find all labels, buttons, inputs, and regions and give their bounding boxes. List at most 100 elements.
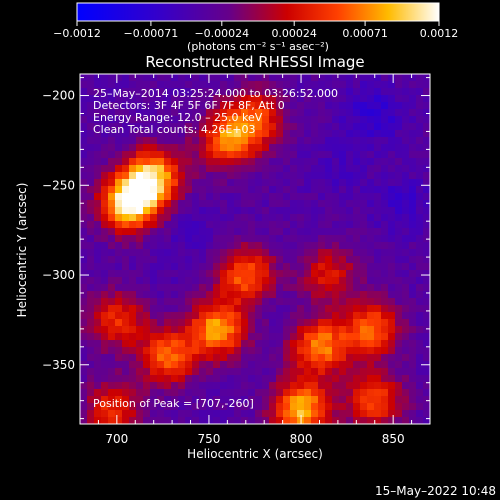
heatmap-cell — [381, 158, 389, 166]
heatmap-cell — [318, 410, 326, 418]
heatmap-cell — [353, 291, 361, 299]
heatmap-cell — [136, 144, 144, 152]
heatmap-cell — [297, 186, 305, 194]
heatmap-cell — [101, 256, 109, 264]
heatmap-cell — [80, 256, 88, 264]
heatmap-cell — [402, 368, 410, 376]
heatmap-cell — [136, 186, 144, 194]
heatmap-cell — [80, 186, 88, 194]
heatmap-cell — [248, 109, 256, 117]
heatmap-cell — [143, 291, 151, 299]
heatmap-cell — [115, 109, 123, 117]
heatmap-cell — [339, 403, 347, 411]
heatmap-cell — [122, 102, 130, 110]
heatmap-cell — [395, 326, 403, 334]
heatmap-cell — [262, 382, 270, 390]
heatmap-cell — [416, 130, 424, 138]
heatmap-cell — [346, 242, 354, 250]
heatmap-cell — [360, 396, 368, 404]
heatmap-cell — [367, 396, 375, 404]
heatmap-cell — [353, 179, 361, 187]
heatmap-cell — [402, 74, 410, 82]
heatmap-cell — [94, 368, 102, 376]
heatmap-cell — [185, 221, 193, 229]
heatmap-cell — [388, 123, 396, 131]
heatmap-cell — [269, 144, 277, 152]
heatmap-cell — [234, 368, 242, 376]
heatmap-cell — [143, 207, 151, 215]
heatmap-cell — [150, 312, 158, 320]
heatmap-cell — [297, 326, 305, 334]
heatmap-cell — [108, 235, 116, 243]
heatmap-cell — [367, 81, 375, 89]
heatmap-cell — [318, 249, 326, 257]
heatmap-cell — [80, 396, 88, 404]
heatmap-cell — [150, 137, 158, 145]
heatmap-cell — [409, 200, 417, 208]
heatmap-cell — [409, 403, 417, 411]
heatmap-cell — [318, 417, 326, 424]
heatmap-cell — [87, 361, 95, 369]
heatmap-cell — [346, 340, 354, 348]
heatmap-cell — [199, 137, 207, 145]
heatmap-cell — [360, 326, 368, 334]
heatmap-cell — [199, 74, 207, 82]
heatmap-cell — [367, 165, 375, 173]
heatmap-cell — [164, 382, 172, 390]
heatmap-cell — [269, 263, 277, 271]
heatmap-cell — [332, 207, 340, 215]
heatmap-cell — [108, 319, 116, 327]
heatmap-cell — [423, 88, 430, 96]
heatmap-cell — [339, 235, 347, 243]
heatmap-cell — [255, 291, 263, 299]
heatmap-cell — [297, 284, 305, 292]
heatmap-cell — [409, 228, 417, 236]
heatmap-cell — [423, 214, 430, 222]
heatmap-cell — [339, 389, 347, 397]
heatmap-cell — [248, 326, 256, 334]
heatmap-cell — [388, 249, 396, 257]
heatmap-cell — [339, 284, 347, 292]
heatmap-cell — [227, 319, 235, 327]
heatmap-cell — [143, 151, 151, 159]
heatmap-cell — [199, 200, 207, 208]
heatmap-cell — [248, 382, 256, 390]
chart-title: Reconstructed RHESSI Image — [145, 53, 364, 71]
heatmap-cell — [192, 74, 200, 82]
heatmap-cell — [276, 312, 284, 320]
heatmap-cell — [108, 382, 116, 390]
heatmap-cell — [283, 312, 291, 320]
heatmap-cell — [360, 81, 368, 89]
heatmap-cell — [227, 186, 235, 194]
heatmap-cell — [423, 172, 430, 180]
heatmap-cell — [276, 326, 284, 334]
heatmap-cell — [395, 284, 403, 292]
heatmap-cell — [402, 256, 410, 264]
heatmap-cell — [248, 116, 256, 124]
heatmap-cell — [94, 312, 102, 320]
heatmap-cell — [206, 228, 214, 236]
heatmap-cell — [143, 235, 151, 243]
heatmap-cell — [381, 179, 389, 187]
heatmap-cell — [262, 389, 270, 397]
heatmap-cell — [234, 249, 242, 257]
heatmap-cell — [178, 417, 186, 424]
heatmap-cell — [94, 109, 102, 117]
heatmap-cell — [94, 347, 102, 355]
heatmap-cell — [157, 375, 165, 383]
heatmap-cell — [255, 74, 263, 82]
heatmap-cell — [290, 81, 298, 89]
heatmap-cell — [206, 158, 214, 166]
heatmap-cell — [164, 207, 172, 215]
heatmap-cell — [402, 179, 410, 187]
heatmap-cell — [129, 312, 137, 320]
heatmap-cell — [220, 270, 228, 278]
heatmap-cell — [206, 270, 214, 278]
heatmap-cell — [143, 354, 151, 362]
y-tick-label: −300 — [42, 268, 75, 282]
heatmap-cell — [409, 81, 417, 89]
heatmap-cell — [423, 130, 430, 138]
heatmap-cell — [290, 221, 298, 229]
heatmap-cell — [143, 305, 151, 313]
heatmap-cell — [276, 284, 284, 292]
